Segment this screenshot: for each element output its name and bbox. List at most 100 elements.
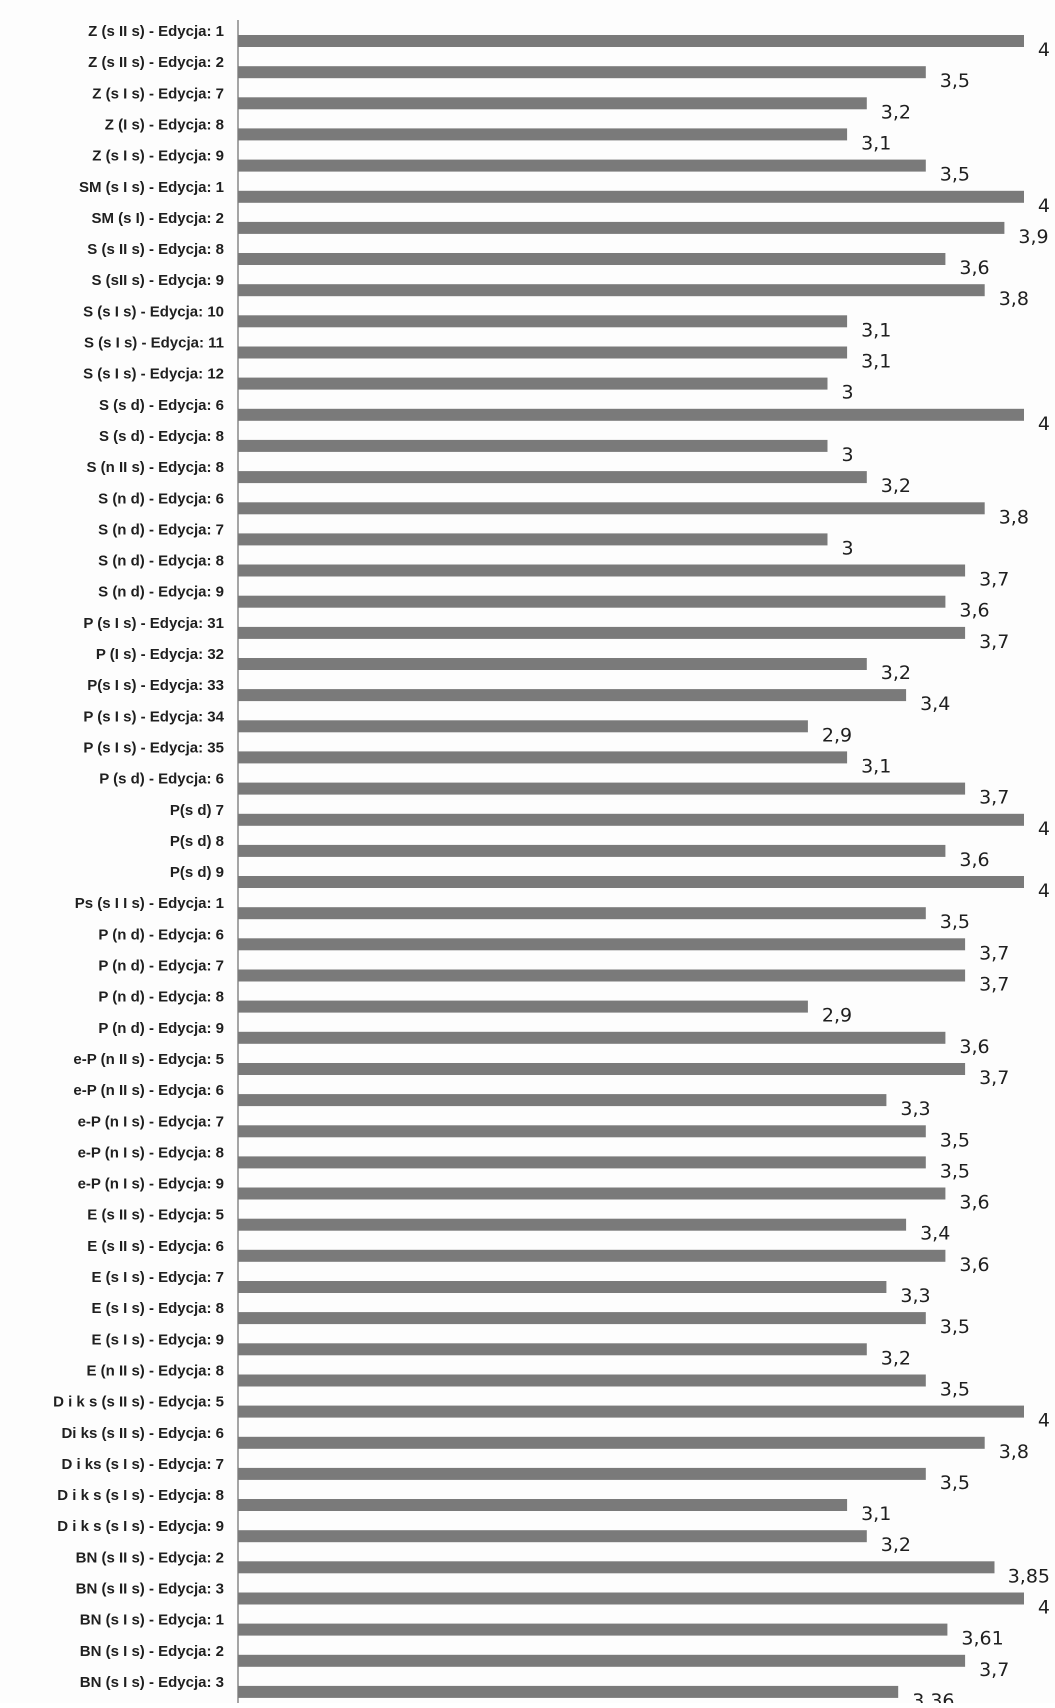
bar [238, 1281, 887, 1293]
category-label: SM (s I s) - Edycja: 1 [79, 179, 224, 196]
value-label: 3,2 [881, 101, 911, 123]
bar [238, 844, 946, 857]
bar [238, 471, 867, 484]
value-label: 3,8 [999, 288, 1029, 310]
value-label: 3,7 [979, 942, 1009, 964]
bar [238, 128, 848, 141]
category-label: P (n d) - Edycja: 6 [98, 926, 224, 943]
value-label: 3,7 [979, 787, 1009, 809]
value-label: 3,4 [920, 693, 950, 715]
bar [238, 253, 946, 265]
value-label: 3,5 [940, 911, 970, 933]
value-label: 3,36 [912, 1690, 954, 1703]
bar [238, 1343, 867, 1356]
category-label: S (n d) - Edycja: 9 [98, 584, 224, 601]
category-label: S (s II s) - Edycja: 8 [87, 241, 224, 258]
bar [238, 1685, 899, 1698]
category-labels-group: Z (s II s) - Edycja: 1 Z (s II s) - Edycj… [53, 23, 225, 1691]
value-label: 3,1 [861, 1503, 891, 1525]
bar [238, 813, 1024, 826]
category-label: e-P (n II s) - Edycja: 6 [73, 1082, 224, 1099]
category-label: D i k s (s I s) - Edycja: 9 [57, 1518, 224, 1535]
category-label: E (s II s) - Edycja: 5 [87, 1207, 224, 1224]
bar [238, 1031, 946, 1044]
category-label: Z (s II s) - Edycja: 1 [88, 23, 224, 40]
bar [238, 1623, 948, 1636]
value-label: 3,5 [940, 1129, 970, 1151]
bar [238, 1000, 808, 1013]
value-label: 4 [1038, 39, 1050, 61]
bar [238, 1592, 1024, 1605]
value-label: 4 [1038, 195, 1050, 217]
value-label: 3,1 [861, 132, 891, 154]
value-label: 3,3 [900, 1098, 930, 1120]
category-label: S (sII s) - Edycja: 9 [91, 272, 224, 289]
category-label: P (s I s) - Edycja: 34 [83, 708, 224, 725]
category-label: SM (s I) - Edycja: 2 [91, 210, 224, 227]
bar [238, 35, 1024, 47]
value-label: 3,5 [940, 164, 970, 186]
bar [238, 1218, 907, 1231]
category-label: BN (s I s) - Edycja: 3 [80, 1674, 224, 1691]
value-label: 3,61 [961, 1628, 1003, 1650]
category-label: S (n d) - Edycja: 6 [98, 490, 224, 507]
value-label: 3,7 [979, 569, 1009, 591]
bar [238, 564, 966, 577]
value-label: 4 [1038, 880, 1050, 902]
value-label: 3,2 [881, 475, 911, 497]
value-label: 3,8 [999, 1441, 1029, 1463]
bar [238, 97, 867, 110]
category-label: Z (I s) - Edycja: 8 [105, 117, 224, 134]
value-label: 3,5 [940, 70, 970, 92]
bar [238, 1499, 848, 1511]
bar [238, 159, 926, 172]
category-label: S (n d) - Edycja: 8 [98, 553, 224, 570]
category-label: e-P (n I s) - Edycja: 7 [78, 1113, 224, 1130]
bar [238, 1312, 926, 1325]
category-label: BN (s I s) - Edycja: 1 [80, 1612, 224, 1629]
bar [238, 751, 848, 764]
category-label: e-P (n I s) - Edycja: 8 [78, 1144, 224, 1161]
category-label: D i k s (s I s) - Edycja: 8 [57, 1487, 224, 1504]
category-label: E (s I s) - Edycja: 7 [91, 1269, 224, 1286]
value-label: 3,1 [861, 351, 891, 373]
value-label: 3 [842, 537, 854, 559]
category-label: Ps (s I I s) - Edycja: 1 [75, 895, 224, 912]
category-label: P(s I s) - Edycja: 33 [87, 677, 224, 694]
bar [238, 533, 828, 546]
value-label: 3,2 [881, 1347, 911, 1369]
bar [238, 1094, 887, 1107]
bar [238, 284, 985, 297]
category-label: BN (s I s) - Edycja: 2 [80, 1643, 224, 1660]
value-label: 3 [842, 444, 854, 466]
bar [238, 1249, 946, 1262]
value-label: 3,2 [881, 1534, 911, 1556]
category-label: S (s I s) - Edycja: 11 [84, 335, 224, 352]
value-label: 3,2 [881, 662, 911, 684]
value-label: 3,5 [940, 1160, 970, 1182]
category-label: P (n d) - Edycja: 7 [98, 958, 224, 975]
bar [238, 439, 828, 452]
bar [238, 626, 966, 639]
bar [238, 689, 907, 702]
bar [238, 221, 1005, 234]
bar [238, 1063, 966, 1075]
bar [238, 1125, 926, 1138]
category-label: E (n II s) - Edycja: 8 [86, 1363, 224, 1380]
value-label: 3,6 [959, 1192, 989, 1214]
bar [238, 190, 1024, 203]
bar [238, 1436, 985, 1449]
category-label: D i k s (s II s) - Edycja: 5 [53, 1394, 224, 1411]
bar [238, 938, 966, 951]
bar [238, 720, 808, 733]
value-label: 2,9 [822, 1005, 852, 1027]
category-label: S (s I s) - Edycja: 10 [83, 303, 224, 320]
category-label: P (s I s) - Edycja: 35 [83, 740, 224, 757]
value-label: 3,8 [999, 506, 1029, 528]
category-label: Z (s I s) - Edycja: 7 [92, 85, 224, 102]
value-label: 3,5 [940, 1472, 970, 1494]
value-label: 3,5 [940, 1316, 970, 1338]
value-label: 3 [842, 382, 854, 404]
category-label: P (s d) - Edycja: 6 [99, 771, 224, 788]
